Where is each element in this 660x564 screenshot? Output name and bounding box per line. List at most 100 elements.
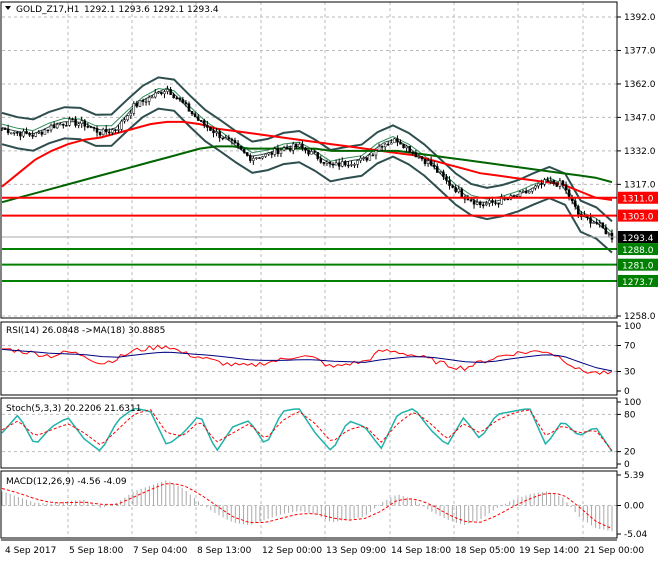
- macd-panel[interactable]: [1, 480, 613, 532]
- candle-body: [598, 222, 601, 225]
- level-label: 1288.0: [622, 246, 654, 256]
- candle-body: [451, 185, 454, 188]
- candle-body: [478, 201, 482, 206]
- candle-body: [371, 154, 375, 157]
- candle-body: [341, 161, 344, 167]
- level-label: 1281.0: [622, 262, 654, 272]
- candle-body: [270, 152, 273, 155]
- candle-body: [245, 152, 249, 156]
- rsi-line: [1, 344, 613, 375]
- candle-body: [43, 129, 47, 135]
- candle-body: [601, 222, 605, 228]
- candle-body: [325, 161, 329, 164]
- candle-body: [193, 113, 197, 118]
- candle-body: [199, 120, 203, 122]
- bollinger-upper: [1, 76, 613, 223]
- candle-body: [589, 217, 592, 224]
- stoch-tick-label: 0: [624, 460, 630, 470]
- candle-body: [215, 131, 218, 134]
- candle-body: [432, 164, 436, 167]
- level-badge: [618, 191, 658, 204]
- candle-body: [74, 119, 77, 126]
- candle-body: [6, 128, 10, 134]
- candle-body: [126, 115, 129, 121]
- time-tick-label: 5 Sep 18:00: [69, 546, 124, 556]
- candle-body: [227, 137, 231, 140]
- stoch-title: Stoch(5,3,3) 20.2206 21.6311: [6, 404, 141, 414]
- candle-body: [65, 125, 68, 127]
- candle-body: [337, 162, 341, 167]
- candle-body: [80, 120, 83, 124]
- level-label: 1303.0: [622, 213, 654, 223]
- candle-body: [595, 222, 598, 224]
- candle-body: [436, 166, 439, 173]
- macd-title: MACD(12,26,9) -4.56 -4.09: [6, 477, 127, 487]
- macd-signal-line: [1, 483, 613, 530]
- candle-body: [218, 131, 221, 138]
- rsi-panel[interactable]: [1, 344, 613, 375]
- candle-body: [610, 232, 614, 240]
- candle-body: [181, 99, 185, 103]
- candle-body: [203, 120, 206, 126]
- candle-body: [466, 198, 470, 201]
- candle-body: [249, 155, 252, 161]
- candle-body: [353, 164, 356, 166]
- candle-body: [86, 126, 90, 128]
- grid: [2, 2, 617, 538]
- time-tick-label: 4 Sep 2017: [5, 546, 56, 556]
- candle-body: [402, 144, 405, 149]
- candle-body: [279, 149, 283, 154]
- level-label: 1311.0: [622, 195, 654, 205]
- main-price-panel[interactable]: [0, 76, 617, 282]
- candle-body: [264, 153, 267, 157]
- candle-body: [399, 141, 402, 145]
- candle-body: [524, 190, 528, 194]
- candle-body: [178, 98, 182, 100]
- candle-body: [282, 147, 286, 151]
- candle-body: [396, 138, 399, 143]
- candle-body: [144, 101, 148, 103]
- candle-body: [150, 96, 154, 99]
- chart-symbol: GOLD_Z17,H1: [16, 5, 79, 15]
- candle-body: [28, 133, 31, 136]
- candle-body: [380, 146, 384, 148]
- candle-body: [196, 116, 200, 121]
- candle-body: [374, 150, 378, 156]
- bollinger-lower: [1, 107, 613, 254]
- candle-body: [423, 158, 427, 164]
- candle-body: [472, 200, 476, 205]
- candle-body: [393, 138, 396, 144]
- candle-body: [500, 197, 503, 205]
- candle-body: [255, 157, 258, 159]
- candle-body: [212, 130, 215, 134]
- candle-body: [365, 157, 369, 161]
- price-tick-label: 1347.0: [624, 113, 656, 123]
- candle-body: [540, 183, 543, 185]
- level-label: 1293.4: [622, 234, 654, 244]
- macd-tick-label: 5.39: [624, 471, 644, 481]
- candle-body: [120, 120, 123, 130]
- candle-body: [543, 179, 546, 185]
- rsi-tick-label: 100: [624, 322, 641, 332]
- candle-body: [457, 188, 460, 193]
- candle-body: [356, 160, 359, 165]
- stoch-main-line: [1, 407, 613, 452]
- stoch-signal-line: [1, 409, 613, 451]
- candle-body: [46, 129, 50, 132]
- rsi-tick-label: 70: [624, 342, 636, 352]
- stoch-panel[interactable]: [1, 407, 613, 452]
- candle-body: [377, 146, 381, 151]
- candle-body: [160, 91, 163, 95]
- candle-body: [184, 102, 188, 105]
- candle-body: [288, 148, 292, 151]
- level-badge: [618, 274, 658, 287]
- candle-body: [429, 160, 433, 166]
- candle-body: [469, 199, 473, 202]
- candle-body: [475, 201, 479, 205]
- candle-body: [206, 124, 209, 128]
- candle-body: [390, 142, 393, 145]
- collapse-triangle-icon[interactable]: [5, 6, 11, 10]
- candle-body: [58, 123, 62, 126]
- candle-body: [190, 111, 194, 115]
